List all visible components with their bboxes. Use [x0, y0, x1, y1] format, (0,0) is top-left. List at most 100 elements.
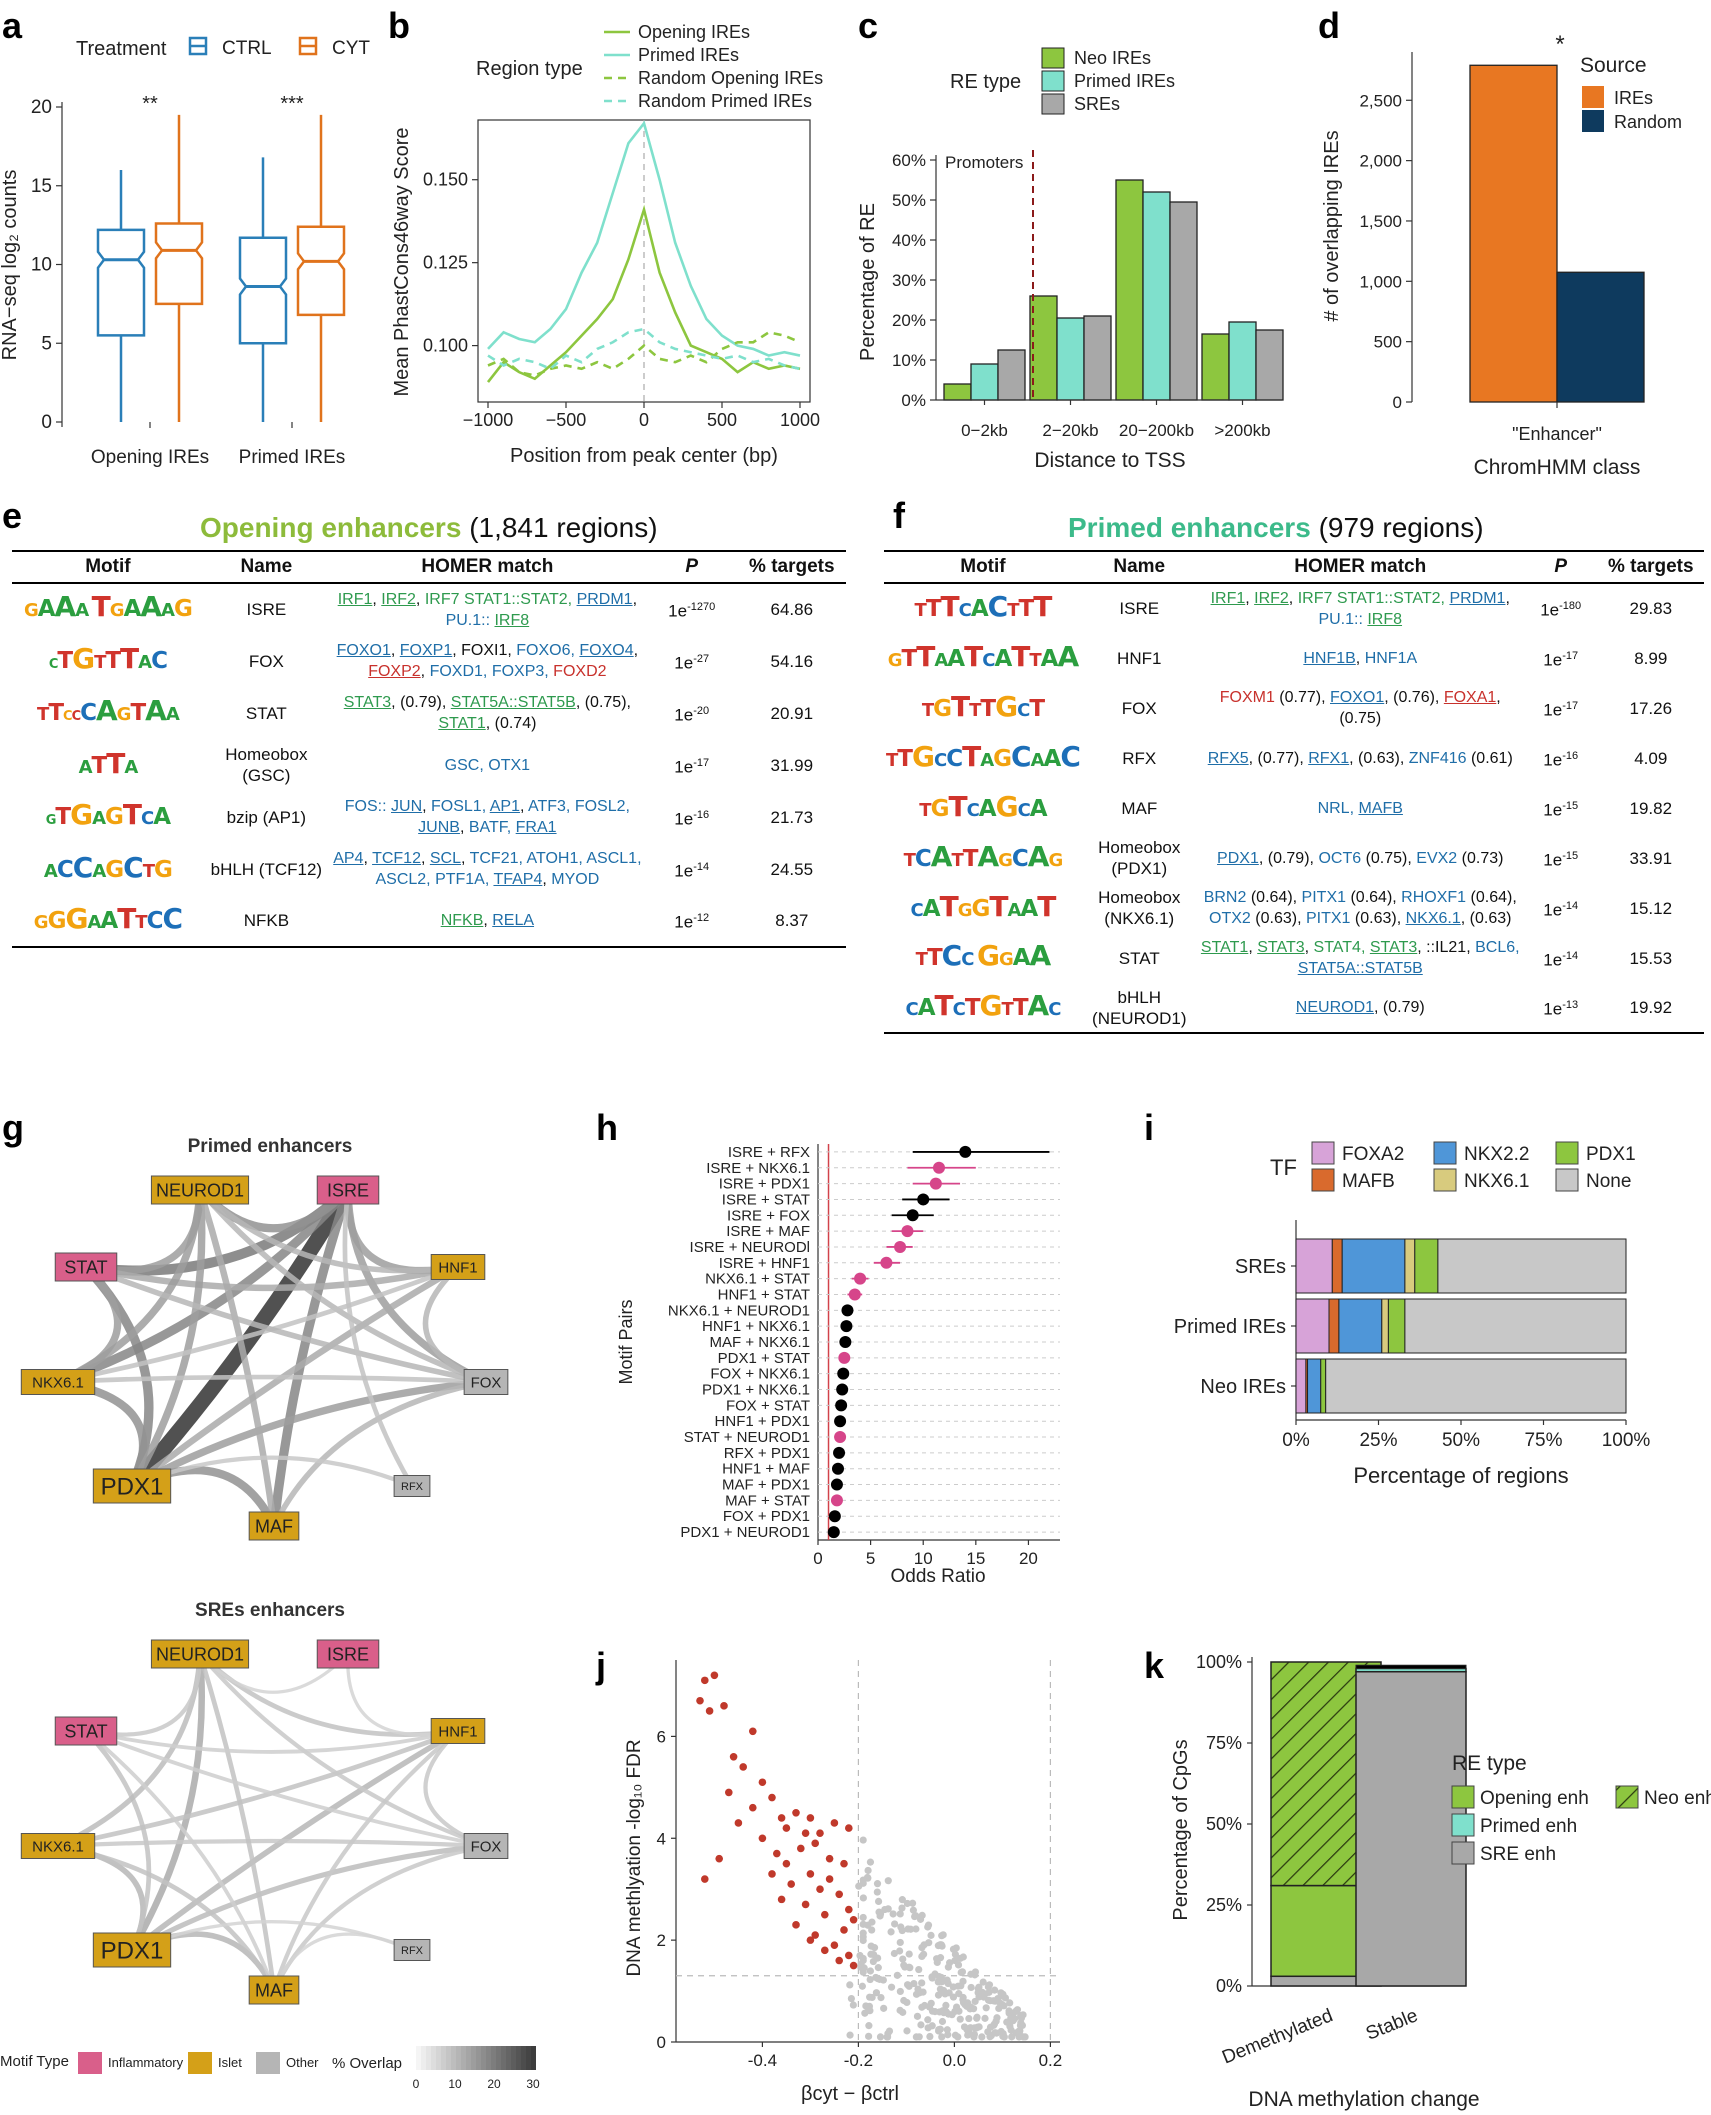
- a-legend-title: Treatment: [76, 38, 167, 60]
- g-edge-primed-NKX6.1-FOX: [57, 1374, 487, 1385]
- f-p-value: 1e-15: [1543, 849, 1579, 870]
- e-match-word: FOS::: [344, 798, 387, 815]
- e-targets: 54.16: [770, 651, 814, 671]
- j-y-tick-label: 0: [657, 2033, 666, 2052]
- j-point-sig: [801, 1829, 810, 1837]
- f-match-word: STAT1: [1200, 939, 1249, 956]
- j-point-nonsig: [982, 2004, 990, 2012]
- i-legend-key-NKX2.2: [1433, 1141, 1457, 1165]
- i-segment-Neo IREs-None: [1325, 1358, 1627, 1414]
- c-bar-2−20kb-Primed IREs: [1056, 317, 1085, 401]
- f-match-word: RHOXF1: [1401, 889, 1467, 906]
- a-y-tick-label: 15: [31, 176, 52, 197]
- j-point-sig: [749, 1803, 757, 1812]
- c-legend-label-SREs: SREs: [1074, 94, 1120, 114]
- h-point-MAF + PDX1: [830, 1478, 843, 1491]
- j-point-sig: [792, 1921, 800, 1929]
- i-legend-key-PDX1: [1555, 1141, 1579, 1165]
- e-match-word: PRDM1: [576, 590, 633, 608]
- j-point-sig: [840, 1859, 848, 1868]
- e-match-word: IRF1: [337, 590, 373, 608]
- j-point-nonsig: [938, 2017, 947, 2026]
- j-point-nonsig: [874, 1897, 883, 1905]
- i-segment-SREs-MAFB: [1331, 1238, 1343, 1294]
- j-point-nonsig: [876, 2033, 885, 2041]
- j-point-sig: [705, 1707, 714, 1715]
- c-y-tick-label: 20%: [892, 311, 926, 330]
- f-targets: 15.12: [1629, 898, 1673, 918]
- h-pair-label: PDX1 + NEUROD1: [680, 1524, 810, 1541]
- j-point-nonsig: [939, 1931, 947, 1939]
- j-point-nonsig: [869, 1957, 877, 1966]
- k-legend-label-SRE enh: SRE enh: [1480, 1844, 1556, 1865]
- b-x-tick-label: 1000: [780, 410, 820, 430]
- f-match-word: EVX2: [1416, 849, 1458, 867]
- f-match-word: RFX5: [1207, 749, 1249, 767]
- g-edge-primed-HNF1-NEUROD1: [198, 1187, 459, 1274]
- f-targets: 29.83: [1629, 599, 1673, 618]
- h-x-tick-label: 10: [914, 1549, 933, 1568]
- k-y-tick-label: 50%: [1206, 1814, 1242, 1834]
- j-point-nonsig: [925, 1939, 933, 1947]
- h-point-ISRE + RFX: [959, 1145, 972, 1158]
- d-y-tick-label: 2,500: [1359, 91, 1402, 110]
- j-point-sig: [801, 1900, 810, 1909]
- f-motif-logo: CATCTGTTAC: [884, 983, 1082, 1034]
- j-point-sig: [825, 1875, 834, 1883]
- e-homer-match: FOXO1, FOXP1, FOXI1, FOXO6, FOXO4, FOXP2…: [336, 642, 639, 680]
- g-edge-primed-ISRE-NKX6.1: [56, 1186, 352, 1387]
- f-table-row: TCATTAGCAG Homeobox (PDX1) PDX1, (0.79), O…: [884, 833, 1704, 883]
- e-table-row: ATTA Homeobox (GSC) GSC, OTX1 1e-17 31.99: [12, 739, 846, 791]
- k-y-label: Percentage of CpGs: [1170, 1739, 1192, 1920]
- j-point-sig: [777, 1895, 786, 1904]
- panel-letter-e: e: [2, 495, 22, 536]
- e-homer-match: NFKB, RELA: [328, 895, 646, 948]
- d-y-tick-label: 500: [1374, 333, 1402, 352]
- g-edge-sres-NEUROD1-MAF: [197, 1653, 277, 1991]
- f-motif-name: ISRE: [1119, 599, 1160, 618]
- panel-e-title-count: (1,841 regions): [469, 512, 658, 543]
- j-point-nonsig: [876, 1912, 884, 1920]
- e-match-word: IRF2: [381, 590, 416, 608]
- b-x-tick-label: 500: [707, 410, 737, 430]
- j-point-nonsig: [896, 1910, 904, 1918]
- j-point-nonsig: [865, 2022, 873, 2030]
- e-motif-logo: GGGAATTCC: [12, 895, 204, 948]
- h-point-HNF1 + PDX1: [834, 1415, 847, 1428]
- f-targets: 33.91: [1629, 848, 1673, 868]
- f-motif-logo: TGTCAGCA: [919, 789, 1047, 823]
- b-legend-label-0: Opening IREs: [638, 22, 750, 42]
- e-p-value: 1e-16: [674, 808, 710, 829]
- j-y-tick-label: 2: [657, 1931, 666, 1950]
- j-point-nonsig: [942, 2001, 950, 2009]
- g-overlap-gradient-cell: [516, 2046, 521, 2070]
- e-motif-logo: CTGTTTAC: [48, 641, 168, 675]
- d-bar-Random: [1556, 271, 1645, 403]
- e-match-word: FOXP3,: [491, 663, 549, 680]
- f-match-word: (0.63),: [1354, 910, 1402, 927]
- g-title-sres: SREs enhancers: [195, 1600, 345, 1621]
- i-segment-Neo IREs-NKX2.2: [1307, 1358, 1322, 1414]
- g-edge-sres-PDX1-FOX: [130, 1843, 487, 1953]
- e-match-word: (0.75),: [584, 694, 631, 711]
- j-point-nonsig: [898, 1926, 906, 1935]
- h-pair-label: RFX + PDX1: [724, 1445, 810, 1462]
- j-point-nonsig: [915, 2033, 923, 2041]
- c-y-label: Percentage of RE: [857, 203, 879, 361]
- j-point-sig: [840, 1926, 848, 1934]
- j-point-nonsig: [900, 1961, 908, 1969]
- k-x-category-1: Stable: [1363, 2005, 1421, 2045]
- g-node-label-primed-NKX6.1: NKX6.1: [32, 1374, 84, 1391]
- g-edge-sres-NKX6.1-HNF1: [57, 1728, 459, 1849]
- j-point-nonsig: [966, 2024, 975, 2032]
- f-match-word: BRN2: [1203, 889, 1247, 906]
- j-point-sig: [701, 1676, 709, 1685]
- b-series-Random Primed IREs: [487, 327, 801, 371]
- b-y-tick-label: 0.150: [423, 170, 468, 190]
- e-match-word: JUN: [391, 798, 423, 815]
- j-point-nonsig: [867, 1950, 875, 1958]
- j-point-nonsig: [898, 1896, 906, 1904]
- j-point-nonsig: [944, 1979, 952, 1988]
- h-pair-label: PDX1 + NKX6.1: [702, 1382, 810, 1399]
- c-bar-0−2kb-Primed IREs: [970, 363, 999, 401]
